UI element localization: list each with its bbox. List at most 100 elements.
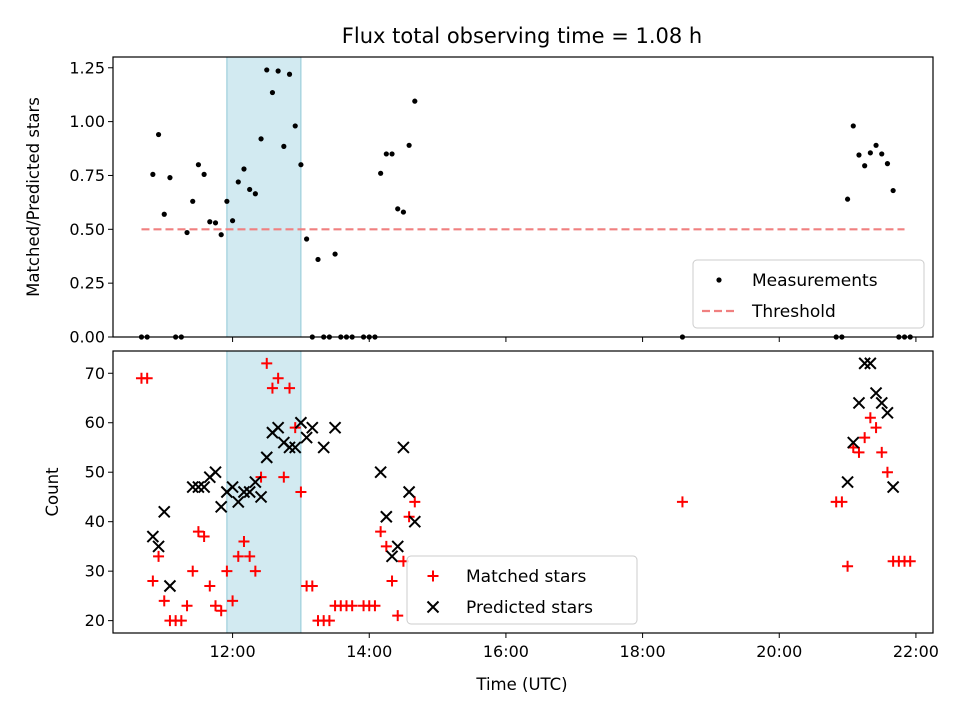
predicted-star-point	[158, 505, 171, 518]
matched-star-point	[141, 372, 153, 384]
predicted-star-point	[243, 485, 256, 499]
measurement-point	[862, 163, 868, 169]
predicted-star-point	[317, 441, 330, 454]
bottom-axes-frame	[112, 350, 934, 634]
predicted-star-point	[294, 416, 308, 429]
measurement-point	[873, 142, 879, 148]
measurement-point	[201, 171, 207, 177]
top-y-tick-label: 0.75	[69, 166, 105, 185]
predicted-star-point	[391, 540, 404, 553]
matched-star-point	[244, 550, 256, 562]
matched-star-point	[158, 595, 170, 607]
predicted-star-point	[374, 466, 387, 479]
matched-star-point	[272, 372, 284, 384]
predicted-star-point	[192, 480, 205, 494]
predicted-star-point	[226, 480, 239, 494]
measurement-point	[890, 187, 896, 194]
chart-title: Flux total observing time = 1.08 h	[342, 24, 702, 48]
bottom-y-axis-label: Count	[43, 467, 62, 517]
measurement-point	[155, 131, 162, 138]
legend-label: Measurements	[752, 271, 878, 291]
measurement-point	[844, 196, 851, 202]
bottom-legend: Matched stars Predicted stars	[406, 555, 638, 625]
matched-star-point	[876, 446, 888, 458]
measurement-point	[264, 67, 270, 73]
predicted-star-point	[847, 436, 860, 449]
matched-star-point	[904, 555, 916, 567]
predicted-star-point	[852, 396, 866, 410]
top-y-tick-label: 1.25	[69, 58, 105, 77]
bottom-y-tick-label: 60	[85, 413, 105, 432]
matched-star-point	[386, 575, 398, 587]
matched-star-point	[842, 560, 854, 572]
matched-star-point	[232, 550, 244, 562]
predicted-star-point	[271, 421, 285, 434]
predicted-star-point	[237, 485, 251, 499]
top-shaded-interval	[226, 56, 302, 338]
measurement-point	[229, 218, 236, 224]
measurement-point	[252, 191, 258, 197]
matched-star-point	[409, 496, 421, 508]
matched-star-point	[198, 531, 210, 543]
measurement-point	[867, 150, 873, 156]
matched-star-point	[346, 600, 358, 612]
predicted-star-point	[300, 431, 313, 444]
predicted-star-point	[397, 441, 410, 454]
measurement-point	[212, 220, 219, 226]
predicted-star-point	[249, 475, 262, 489]
matched-star-point	[215, 605, 227, 617]
matched-star-point	[192, 526, 204, 538]
matched-star-point	[881, 466, 893, 478]
measurement-point	[286, 71, 293, 77]
measurement-point	[150, 171, 156, 177]
matched-star-point	[249, 565, 261, 577]
predicted-star-point	[197, 480, 211, 494]
measurement-point	[224, 198, 230, 204]
measurement-point	[412, 98, 418, 104]
predicted-star-point	[254, 490, 268, 504]
x-tick-label: 14:00	[346, 642, 392, 661]
predicted-star-point	[869, 386, 883, 400]
top-axes-frame	[112, 56, 934, 338]
predicted-star-point	[289, 441, 302, 454]
matched-star-point	[204, 580, 216, 592]
legend-dot-marker	[716, 277, 722, 283]
measurement-point	[383, 151, 389, 157]
measurement-point	[395, 206, 401, 212]
measurement-point	[332, 251, 338, 257]
x-tick-label: 12:00	[210, 642, 256, 661]
predicted-star-point	[306, 421, 319, 434]
x-axis-label: Time (UTC)	[475, 675, 567, 694]
matched-star-point	[306, 580, 318, 592]
predicted-star-point	[886, 480, 900, 494]
predicted-star-point	[152, 540, 165, 553]
matched-star-point	[261, 357, 273, 369]
matched-star-point	[392, 610, 404, 622]
legend-label: Matched stars	[466, 567, 586, 587]
matched-star-point	[181, 600, 193, 612]
predicted-star-point	[408, 515, 422, 528]
x-tick-label: 18:00	[620, 642, 666, 661]
predicted-star-point	[163, 579, 177, 593]
measurement-point	[389, 151, 395, 157]
matched-star-point	[380, 540, 392, 552]
top-y-tick-label: 0.25	[69, 274, 105, 293]
legend-label: Threshold	[751, 302, 836, 322]
x-tick-label: 16:00	[483, 642, 529, 661]
measurement-point	[281, 143, 287, 149]
matched-star-point	[175, 615, 187, 627]
matched-star-point	[369, 600, 381, 612]
measurement-point	[195, 162, 202, 168]
measurement-point	[190, 198, 196, 204]
predicted-star-point	[232, 495, 245, 509]
measurement-point	[275, 68, 281, 74]
predicted-star-point	[214, 500, 228, 514]
x-tick-label: 22:00	[893, 642, 939, 661]
predicted-star-point	[283, 441, 296, 454]
predicted-star-point	[858, 357, 871, 370]
matched-star-point	[284, 382, 296, 394]
measurement-point	[241, 166, 247, 172]
top-y-tick-label: 0.00	[69, 328, 105, 347]
matched-star-point	[210, 600, 221, 612]
top-y-axis-label: Matched/Predicted stars	[24, 97, 43, 297]
